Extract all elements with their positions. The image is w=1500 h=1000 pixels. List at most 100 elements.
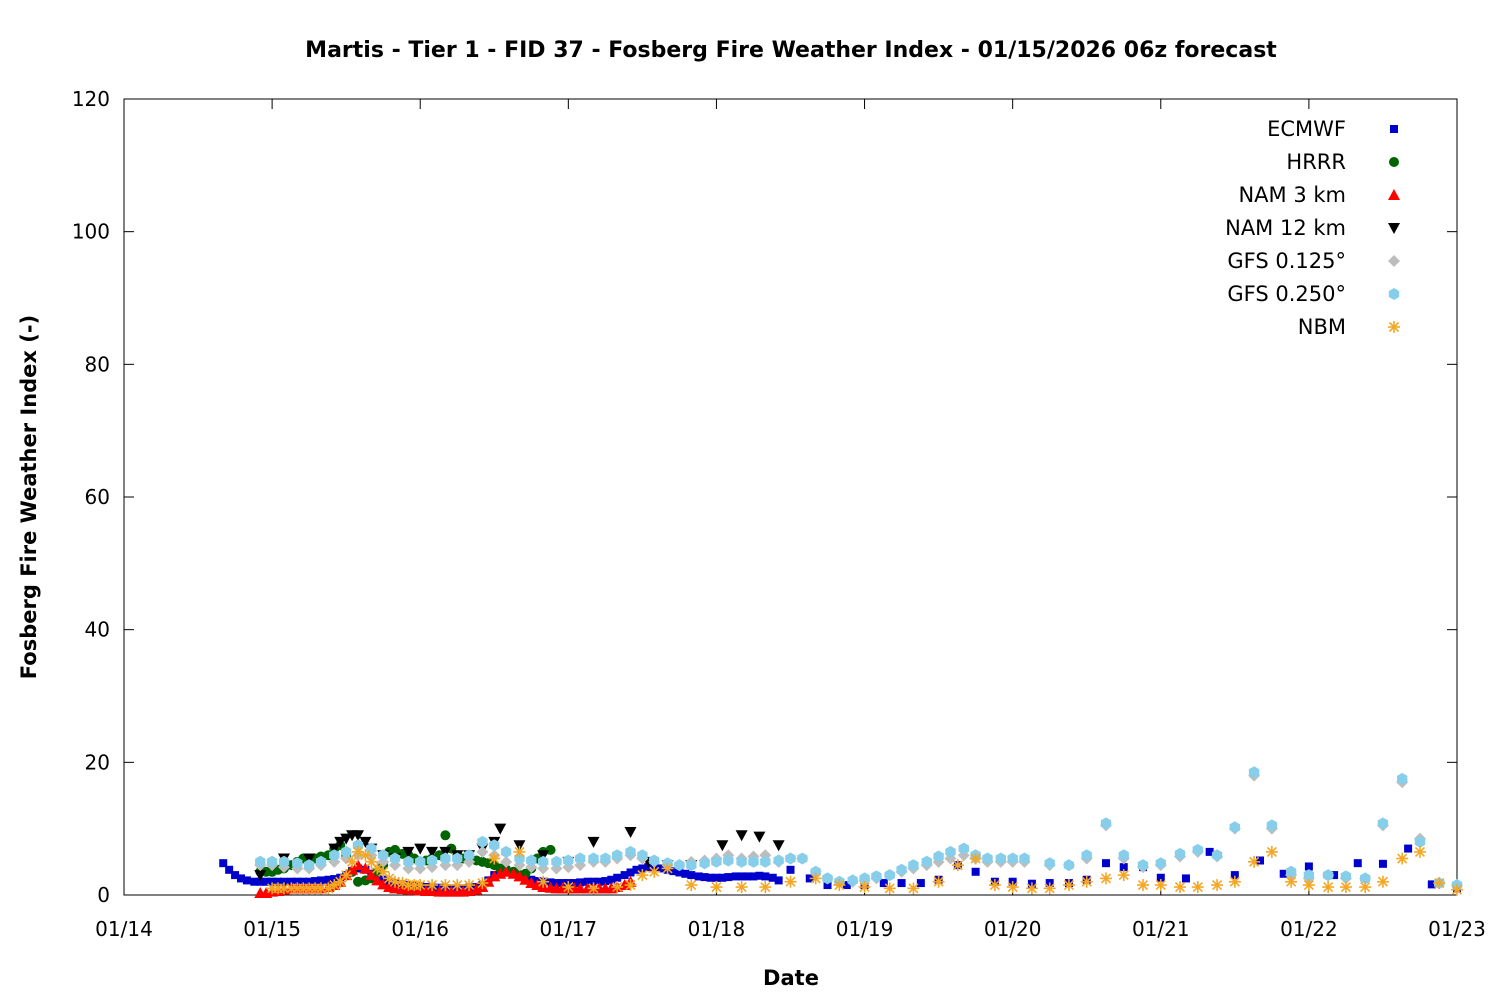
data-point [625,845,636,858]
legend-label: NAM 3 km [1238,183,1346,207]
data-point [389,852,401,865]
x-tick-label: 01/21 [1132,917,1190,941]
data-point [324,875,333,884]
data-point [982,852,993,865]
data-point [1191,881,1204,894]
y-tick-label: 60 [85,485,110,509]
series-nbm [266,845,1463,896]
legend-marker [1388,223,1400,234]
data-point [595,877,604,886]
data-point [440,852,451,865]
data-point [1006,881,1019,894]
legend: ECMWF HRRR NAM 3 km NAM 12 km GFS 0.125° GFS … [1225,117,1400,339]
data-point [225,865,234,874]
data-point [1376,875,1389,888]
data-point [1205,847,1214,856]
data-point [755,871,764,880]
data-point [415,855,426,868]
data-point [315,855,327,868]
data-point [1192,843,1203,856]
legend-marker [1388,288,1400,300]
legend-label: GFS 0.250° [1227,282,1346,306]
data-point [353,876,364,887]
data-point [607,875,616,884]
data-point [1413,845,1426,858]
data-point [513,845,526,858]
x-tick-label: 01/22 [1280,917,1338,941]
data-point [1377,817,1389,830]
data-point [1228,875,1241,888]
data-point [971,867,980,876]
data-point [1063,859,1075,872]
data-point [537,875,550,888]
data-point [1080,875,1093,888]
data-point [1433,877,1446,890]
data-point [710,881,723,894]
data-point [1266,819,1278,832]
data-point [995,852,1006,865]
data-point [768,873,777,882]
data-point [1359,881,1372,894]
data-point [611,881,624,894]
y-tick-label: 20 [85,750,110,774]
data-point [760,855,771,868]
data-point [439,846,452,858]
data-point [359,836,372,848]
data-point [774,876,783,885]
data-point [250,877,259,886]
data-point [482,875,495,887]
data-point [1081,849,1092,862]
data-series [219,766,1463,899]
data-point [359,862,372,874]
data-point [932,875,945,888]
data-point [426,854,438,867]
data-point [414,879,427,892]
data-point [463,879,476,892]
data-point [700,873,709,882]
y-tick-label: 80 [85,352,110,376]
data-point [1279,869,1288,878]
data-point [822,872,833,885]
data-point [1396,852,1409,865]
data-point [513,840,526,852]
data-point [833,879,846,892]
data-point [1007,852,1018,865]
data-point [1427,880,1436,889]
data-point [426,879,439,892]
data-point [1397,772,1408,785]
data-point [563,854,574,867]
data-point [340,833,353,845]
data-point [1062,879,1075,892]
x-tick-label: 01/16 [391,917,449,941]
series-nam-12-km [254,823,785,882]
data-point [254,870,267,882]
y-axis-label: Fosberg Fire Weather Index (-) [17,315,41,679]
data-point [685,879,698,892]
data-point [636,869,649,882]
data-point [694,872,703,881]
data-point [897,879,906,888]
x-axis: 01/14 01/15 01/16 01/17 01/18 01/19 01/20 01/21… [95,99,1486,941]
x-tick-label: 01/18 [688,917,746,941]
data-point [1230,871,1239,880]
data-point [519,873,532,885]
data-point [292,857,303,870]
y-tick-label: 0 [97,883,110,907]
data-point [772,840,785,852]
data-point [583,877,592,886]
data-point [637,849,648,862]
legend-marker [1388,255,1400,267]
data-point [718,873,727,882]
data-point [686,859,697,872]
data-point [842,881,851,890]
data-point [921,855,932,868]
data-point [761,872,770,881]
data-point [255,855,266,868]
data-point [587,836,600,848]
legend-label: NBM [1298,315,1346,339]
data-point [743,872,752,881]
data-point [439,879,452,892]
data-point [716,840,729,852]
data-point [588,852,599,865]
x-tick-label: 01/14 [95,917,153,941]
